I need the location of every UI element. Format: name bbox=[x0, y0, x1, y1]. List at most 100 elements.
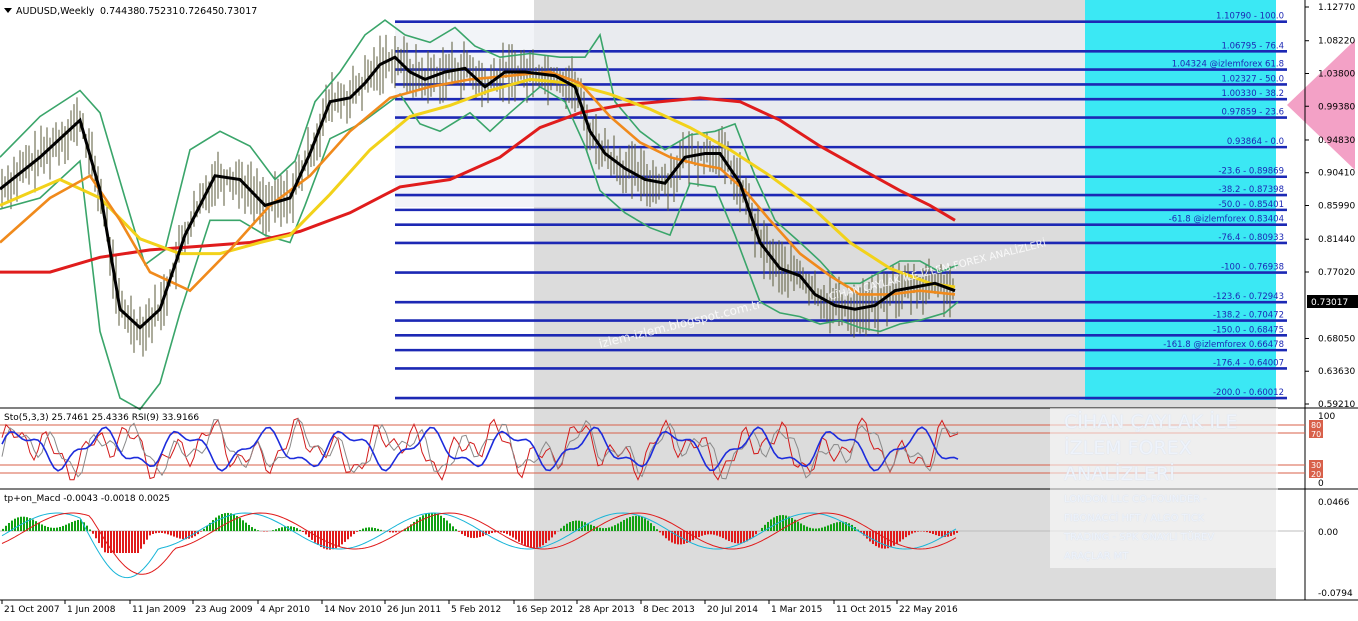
macd-histogram-bar bbox=[224, 513, 226, 531]
macd-histogram-bar bbox=[131, 531, 133, 553]
macd-histogram-bar bbox=[827, 525, 829, 531]
fib-label: 1.00330 - 38.2 bbox=[1221, 89, 1284, 99]
macd-histogram-bar bbox=[866, 531, 868, 539]
macd-histogram-bar bbox=[212, 520, 214, 531]
price-tick-label: 0.77020 bbox=[1318, 268, 1355, 278]
macd-histogram-bar bbox=[272, 530, 274, 531]
macd-histogram-bar bbox=[653, 526, 655, 531]
macd-label: tp+on_Macd -0.0043 -0.0018 0.0025 bbox=[4, 494, 170, 504]
macd-histogram-bar bbox=[293, 527, 295, 531]
macd-histogram-bar bbox=[215, 517, 217, 531]
macd-histogram-bar bbox=[581, 521, 583, 531]
price-tick-label: 0.68050 bbox=[1318, 334, 1355, 344]
macd-histogram-bar bbox=[203, 528, 205, 531]
macd-histogram-bar bbox=[236, 516, 238, 531]
macd-histogram-bar bbox=[818, 528, 820, 531]
macd-histogram-bar bbox=[851, 524, 853, 531]
macd-histogram-bar bbox=[182, 531, 184, 540]
macd-histogram-bar bbox=[575, 520, 577, 531]
macd-histogram-bar bbox=[737, 531, 739, 544]
macd-histogram-bar bbox=[785, 515, 787, 531]
macd-histogram-bar bbox=[5, 525, 7, 531]
macd-histogram-bar bbox=[797, 521, 799, 531]
macd-histogram-bar bbox=[86, 525, 88, 531]
macd-histogram-bar bbox=[170, 531, 172, 536]
fib-label: -123.6 - 0.72943 bbox=[1213, 292, 1284, 302]
macd-histogram-bar bbox=[590, 524, 592, 531]
macd-histogram-bar bbox=[533, 531, 535, 549]
macd-histogram-bar bbox=[158, 531, 160, 533]
macd-histogram-bar bbox=[188, 531, 190, 539]
osc-tag-70-bg bbox=[1309, 429, 1323, 438]
watermark-title-2: İZLEM FOREX bbox=[1064, 437, 1192, 459]
time-tick-label: 5 Feb 2012 bbox=[451, 605, 501, 615]
watermark-box: CİHAN ÇAYLAK İLE İZLEM FOREX ANALİZLERİ … bbox=[1050, 408, 1278, 568]
macd-histogram-bar bbox=[347, 531, 349, 540]
osc-label-30: 30 bbox=[1311, 461, 1321, 470]
time-tick-label: 21 Oct 2007 bbox=[4, 605, 60, 615]
price-tick-label: 0.99380 bbox=[1318, 102, 1355, 112]
macd-histogram-bar bbox=[461, 531, 463, 535]
macd-histogram-bar bbox=[344, 531, 346, 542]
macd-histogram-bar bbox=[899, 531, 901, 542]
macd-histogram-bar bbox=[596, 527, 598, 531]
macd-histogram-bar bbox=[743, 531, 745, 543]
macd-histogram-bar bbox=[632, 516, 634, 531]
price-tick-label: 0.63630 bbox=[1318, 367, 1355, 377]
macd-histogram-bar bbox=[572, 521, 574, 531]
macd-histogram-bar bbox=[113, 531, 115, 553]
macd-histogram-bar bbox=[248, 524, 250, 531]
macd-histogram-bar bbox=[119, 531, 121, 553]
macd-histogram-bar bbox=[95, 531, 97, 539]
macd-histogram-bar bbox=[455, 529, 457, 531]
macd-histogram-bar bbox=[830, 524, 832, 531]
macd-histogram-bar bbox=[389, 531, 391, 533]
time-axis: 21 Oct 2007 1 Jun 2008 11 Jan 2009 23 Aug 2… bbox=[1, 600, 958, 615]
macd-histogram-bar bbox=[302, 531, 304, 532]
macd-histogram-bar bbox=[116, 531, 118, 553]
macd-histogram-bar bbox=[824, 526, 826, 531]
fibonacci-levels: 1.10790 - 100.0 1.06795 - 76.4 1.04324 @iz… bbox=[395, 12, 1287, 400]
macd-histogram-bar bbox=[716, 531, 718, 536]
time-tick-label: 11 Jan 2009 bbox=[132, 605, 186, 615]
macd-histogram-bar bbox=[548, 531, 550, 541]
macd-histogram-bar bbox=[479, 531, 481, 538]
macd-histogram-bar bbox=[545, 531, 547, 544]
watermark-title-1: CİHAN ÇAYLAK İLE bbox=[1064, 411, 1238, 433]
macd-histogram-bar bbox=[275, 529, 277, 531]
macd-histogram-bar bbox=[749, 531, 751, 540]
watermark-sub-2: FIBONACCİ HFT / ALGO TICK bbox=[1064, 513, 1205, 524]
cyan-projection-panel bbox=[1085, 0, 1276, 400]
macd-histogram-bar bbox=[329, 531, 331, 550]
macd-histogram-bar bbox=[332, 531, 334, 550]
macd-histogram-bar bbox=[104, 531, 106, 553]
macd-histogram-bar bbox=[392, 531, 394, 533]
rsi-line bbox=[1, 426, 959, 472]
symbol-menu-arrow-icon[interactable] bbox=[4, 8, 12, 13]
macd-histogram-bar bbox=[728, 531, 730, 541]
price-tick-label: 0.94830 bbox=[1318, 136, 1355, 146]
macd-histogram-bar bbox=[299, 529, 301, 531]
time-tick-label: 22 May 2016 bbox=[899, 605, 958, 615]
macd-histogram-bar bbox=[896, 531, 898, 544]
macd-histogram-bar bbox=[731, 531, 733, 543]
macd-histogram-bar bbox=[26, 517, 28, 531]
macd-histogram-bar bbox=[839, 521, 841, 531]
macd-histogram-bar bbox=[50, 527, 52, 531]
macd-histogram-bar bbox=[377, 528, 379, 531]
price-tick-label: 1.03800 bbox=[1318, 69, 1355, 79]
macd-histogram-bar bbox=[734, 531, 736, 544]
ohlc-high: 0.75231 bbox=[139, 6, 178, 17]
macd-histogram-bar bbox=[245, 522, 247, 531]
macd-histogram-bar bbox=[917, 531, 919, 532]
fib-label: 1.06795 - 76.4 bbox=[1221, 41, 1284, 51]
osc-label-0: 0 bbox=[1318, 479, 1324, 489]
macd-histogram-bar bbox=[491, 531, 493, 534]
macd-histogram-bar bbox=[134, 531, 136, 553]
macd-histogram-bar bbox=[359, 529, 361, 531]
macd-histogram-bar bbox=[218, 515, 220, 531]
macd-histogram-bar bbox=[476, 531, 478, 538]
macd-histogram-bar bbox=[341, 531, 343, 545]
osc-label-70: 70 bbox=[1311, 430, 1321, 439]
